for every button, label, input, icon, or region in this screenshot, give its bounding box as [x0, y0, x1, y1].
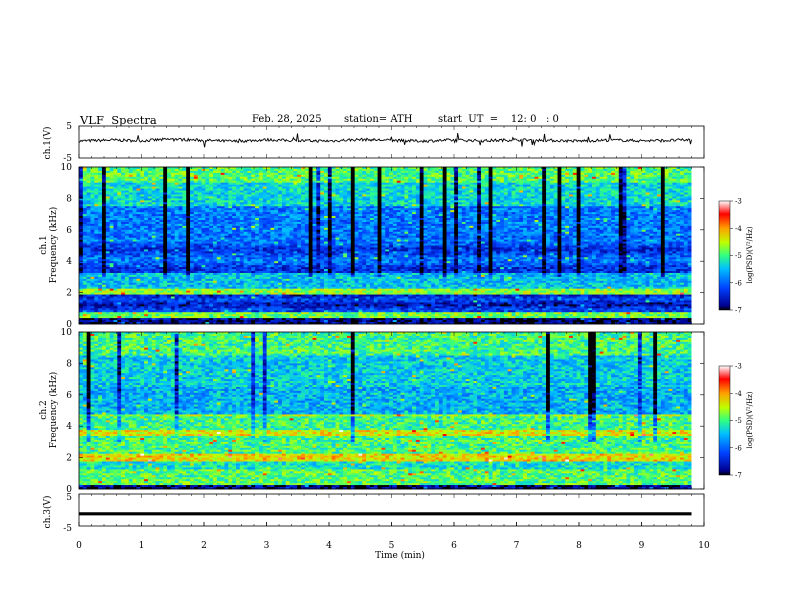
ch1-voltage-ylabel: ch.1(V)	[42, 127, 53, 160]
ch1-ytick-top: 5	[66, 122, 72, 132]
vlf-spectra-figure: 5 -5 ch.1(V) 0246810 ch.1 Frequency (kHz…	[0, 0, 792, 612]
ch1-voltage-frame	[79, 126, 704, 158]
ch1-spectrogram-image	[79, 167, 704, 324]
